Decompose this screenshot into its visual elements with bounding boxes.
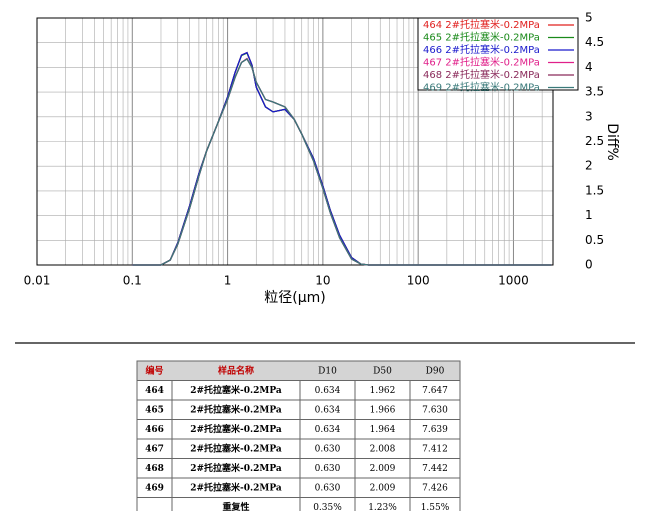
header-cell: D50: [373, 366, 392, 376]
table-cell: 2#托拉塞米-0.2MPa: [190, 423, 282, 435]
table-cell: 2.009: [370, 464, 396, 474]
table-cell: 7.630: [422, 405, 448, 415]
table-cell: 7.412: [422, 444, 448, 454]
x-tick-label: 1: [224, 274, 232, 288]
legend-label: 466 2#托拉塞米-0.2MPa: [423, 43, 540, 56]
table-cell: 464: [145, 386, 164, 396]
table-cell: 2#托拉塞米-0.2MPa: [190, 462, 282, 474]
header-cell: D90: [426, 366, 445, 376]
x-axis-label: 粒径(μm): [264, 290, 325, 306]
table-cell: 7.426: [422, 483, 448, 493]
x-tick-label: 10: [315, 274, 330, 288]
table-cell: 2.009: [370, 483, 396, 493]
table-cell: 0.630: [315, 444, 341, 454]
y-tick-label: 1.5: [585, 183, 604, 197]
table: 编号 样品名称 D10 D50 D90 464 2#托拉塞米-0.2MPa 0.634 1.96…: [136, 360, 461, 515]
y-tick-label: 2: [585, 159, 593, 173]
table-cell: 1.964: [370, 425, 396, 435]
table-cell: 1.966: [370, 405, 396, 415]
table-cell: 467: [145, 444, 164, 454]
legend-label: 464 2#托拉塞米-0.2MPa: [423, 18, 540, 31]
table-cell: 2#托拉塞米-0.2MPa: [190, 384, 282, 396]
table-cell: 465: [145, 405, 164, 415]
x-tick-label: 0.01: [24, 274, 51, 288]
table-cell: 468: [145, 464, 164, 474]
data-line: [132, 58, 552, 266]
y-tick-label: 3: [585, 109, 593, 123]
table-cell: 0.630: [315, 464, 341, 474]
table-cell: 2.008: [370, 444, 396, 454]
plot-frame: [36, 17, 554, 266]
y-tick-label: 0.5: [585, 233, 604, 247]
header-cell: 编号: [145, 364, 163, 376]
data-line: [132, 51, 552, 266]
table-cell: 2#托拉塞米-0.2MPa: [190, 481, 282, 493]
table-cell: 1.23%: [368, 503, 397, 511]
y-axis-label: Diff%: [604, 123, 620, 161]
table-cell: 0.634: [315, 425, 341, 435]
table-cell: 469: [145, 483, 164, 493]
y-tick-label: 4: [585, 60, 593, 74]
table-cell: 7.442: [422, 464, 448, 474]
table-cell: 1.55%: [421, 503, 450, 511]
table-cell: 2#托拉塞米-0.2MPa: [190, 403, 282, 415]
legend-label: 467 2#托拉塞米-0.2MPa: [423, 56, 540, 69]
y-tick-label: 2.5: [585, 134, 604, 148]
header-cell: 样品名称: [218, 364, 254, 376]
table-cell: 0.634: [315, 405, 341, 415]
header-bg: [136, 360, 461, 381]
table-cell: 0.634: [315, 386, 341, 396]
table-cell: 7.639: [422, 425, 448, 435]
table-cell: 466: [145, 425, 164, 435]
header-cell: D10: [318, 366, 337, 376]
table-cell: 0.630: [315, 483, 341, 493]
y-tick-label: 0: [585, 258, 593, 272]
table-cell: 重复性: [222, 501, 249, 511]
y-tick-label: 4.5: [585, 35, 604, 49]
y-tick-label: 1: [585, 208, 593, 222]
legend-label: 468 2#托拉塞米-0.2MPa: [423, 68, 540, 81]
table-cell: 2#托拉塞米-0.2MPa: [190, 442, 282, 454]
x-tick-label: 1000: [498, 274, 529, 288]
table-cell: 0.35%: [313, 503, 342, 511]
legend-box: [417, 17, 579, 91]
legend-label: 469 2#托拉塞米-0.2MPa: [423, 81, 540, 94]
table-cell: 7.647: [422, 386, 448, 396]
table-cell: 1.962: [370, 386, 396, 396]
x-tick-label: 100: [407, 274, 430, 288]
legend-label: 465 2#托拉塞米-0.2MPa: [423, 31, 540, 44]
y-tick-label: 3.5: [585, 85, 604, 99]
chart: 0.01 0.1 1 10 100 1000 0 0.5 1 1.5 2 2.5 3 3.5 4 4.5 5 粒径…: [24, 11, 620, 307]
y-tick-label: 5: [585, 11, 593, 25]
x-tick-label: 0.1: [123, 274, 142, 288]
